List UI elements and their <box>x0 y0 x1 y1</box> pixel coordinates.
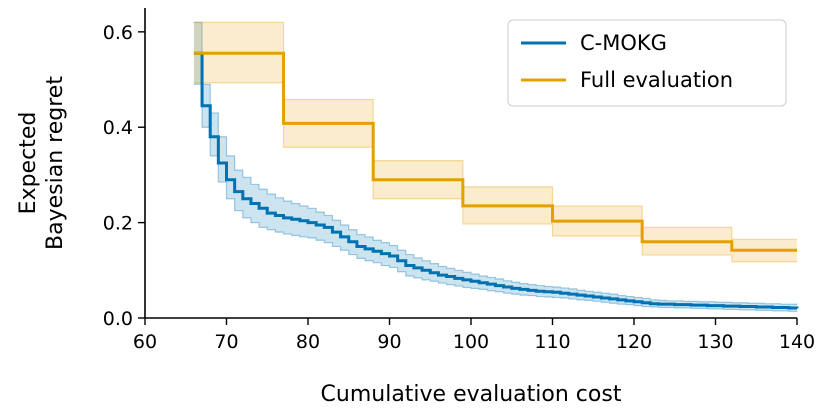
x-tick-label: 60 <box>133 331 157 353</box>
series-line-full-evaluation <box>193 51 797 252</box>
y-tick-label: 0.0 <box>103 308 133 330</box>
band-lower-edge-full-evaluation <box>193 82 797 263</box>
x-tick-label: 130 <box>697 331 733 353</box>
band-upper-edge-full-evaluation <box>193 21 797 240</box>
y-tick-label: 0.6 <box>103 22 133 44</box>
series-line-c-mokg <box>193 51 799 310</box>
y-axis-title-line1: Expected <box>16 112 41 215</box>
x-tick-label: 100 <box>453 331 489 353</box>
band-c-mokg <box>193 22 797 312</box>
y-axis-title-line2: Bayesian regret <box>43 76 68 250</box>
y-tick-label: 0.2 <box>103 213 133 235</box>
x-axis-title: Cumulative evaluation cost <box>321 382 622 407</box>
y-ticks: 0.0 0.2 0.4 0.6 <box>103 22 145 330</box>
legend-label-full-evaluation: Full evaluation <box>580 68 733 92</box>
band-lower-edge-c-mokg <box>193 83 798 312</box>
x-tick-label: 110 <box>534 331 570 353</box>
x-tick-label: 90 <box>377 331 401 353</box>
lines-layer <box>193 51 799 310</box>
legend-frame <box>507 19 787 107</box>
x-tick-label: 70 <box>214 331 238 353</box>
band-upper-edge-c-mokg <box>193 21 798 305</box>
x-tick-label: 80 <box>296 331 320 353</box>
x-tick-label: 120 <box>616 331 652 353</box>
legend: C-MOKG Full evaluation <box>507 19 787 107</box>
bands-layer <box>193 21 798 312</box>
legend-label-cmokg: C-MOKG <box>580 31 667 55</box>
x-ticks: 60 70 80 90 100 110 120 130 140 <box>133 318 815 353</box>
band-full-evaluation <box>193 22 797 262</box>
y-tick-label: 0.4 <box>103 117 133 139</box>
x-tick-label: 140 <box>779 331 815 353</box>
